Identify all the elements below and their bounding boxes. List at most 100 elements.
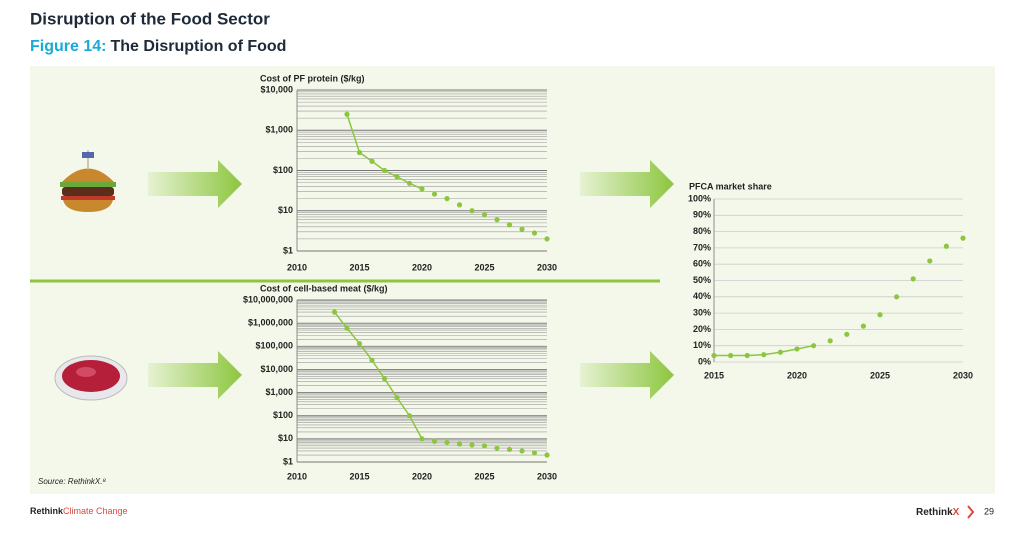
data-point <box>369 158 375 164</box>
source-note: Source: RethinkX.⁸ <box>38 477 106 486</box>
data-point <box>456 202 463 208</box>
y-tick-label: $100 <box>273 410 293 420</box>
data-point <box>927 258 933 264</box>
footer-logo: RethinkX <box>916 507 960 518</box>
chart-title: Cost of cell-based meat ($/kg) <box>260 283 388 293</box>
chevron <box>967 505 975 519</box>
data-point <box>431 191 438 197</box>
y-tick-label: 80% <box>693 226 711 236</box>
figure-title: The Disruption of Food <box>110 38 286 55</box>
data-point <box>894 294 900 300</box>
y-tick-label: 10% <box>693 340 711 350</box>
data-point <box>356 149 363 156</box>
data-point <box>761 352 767 358</box>
data-point <box>531 450 538 456</box>
logo-b: X <box>953 507 960 518</box>
y-tick-label: $1,000 <box>265 387 293 397</box>
x-tick-label: 2020 <box>787 370 807 380</box>
data-point <box>519 226 525 232</box>
y-tick-label: $100,000 <box>255 341 293 351</box>
data-point <box>494 217 500 223</box>
data-point <box>431 438 438 444</box>
data-point <box>356 341 363 347</box>
y-tick-label: $1,000,000 <box>248 318 293 328</box>
data-point <box>910 276 916 282</box>
arrow <box>580 351 674 399</box>
x-tick-label: 2025 <box>870 370 890 380</box>
slide-title: Disruption of the Food Sector <box>30 9 270 28</box>
chart-title: PFCA market share <box>689 181 772 191</box>
x-tick-label: 2020 <box>412 262 432 272</box>
data-point <box>811 343 817 349</box>
y-tick-label: $1 <box>283 245 293 255</box>
data-point <box>381 167 388 174</box>
data-point <box>860 323 867 329</box>
x-tick-label: 2025 <box>474 262 494 272</box>
data-point <box>494 445 500 451</box>
data-point <box>394 395 400 401</box>
x-tick-label: 2010 <box>287 262 307 272</box>
data-point <box>406 413 413 419</box>
y-tick-label: 40% <box>693 291 711 301</box>
x-tick-label: 2015 <box>349 262 369 272</box>
brand: Rethink <box>30 506 64 516</box>
x-tick-label: 2030 <box>537 471 557 481</box>
y-tick-label: $10,000,000 <box>243 294 293 304</box>
y-tick-label: 30% <box>693 307 711 317</box>
data-point <box>544 452 550 458</box>
data-point <box>444 439 450 446</box>
data-point <box>481 443 488 449</box>
x-tick-label: 2025 <box>474 471 494 481</box>
y-tick-label: $10 <box>278 205 293 215</box>
data-point <box>960 235 966 241</box>
data-point <box>506 446 513 453</box>
data-point <box>394 174 400 180</box>
data-point <box>827 338 833 344</box>
y-tick-label: $10,000 <box>260 84 293 94</box>
data-point <box>456 441 463 447</box>
y-tick-label: 70% <box>693 242 711 252</box>
x-tick-label: 2015 <box>704 370 724 380</box>
data-point <box>506 222 513 228</box>
data-point <box>419 186 425 192</box>
chart-title: Cost of PF protein ($/kg) <box>260 73 365 83</box>
y-tick-label: 90% <box>693 210 711 220</box>
y-tick-label: $10 <box>278 433 293 443</box>
data-point <box>531 230 538 236</box>
y-tick-label: 50% <box>693 275 711 285</box>
y-tick-label: 60% <box>693 259 711 269</box>
y-tick-label: $100 <box>273 165 293 175</box>
meat-icon <box>54 355 128 401</box>
data-point <box>711 352 717 359</box>
x-tick-label: 2020 <box>412 471 432 481</box>
data-point <box>844 331 850 337</box>
burger-icon <box>60 150 116 212</box>
data-point <box>469 208 475 214</box>
data-point <box>344 111 350 117</box>
data-point <box>794 346 800 352</box>
x-tick-label: 2030 <box>953 370 973 380</box>
data-point <box>344 325 350 331</box>
data-point <box>469 442 475 448</box>
data-point <box>419 436 425 442</box>
data-point <box>943 243 950 249</box>
data-point <box>744 352 750 359</box>
page-number: 29 <box>984 506 994 516</box>
logo-a: Rethink <box>916 507 953 518</box>
arrow <box>148 160 242 208</box>
data-point <box>481 212 488 218</box>
y-tick-label: 20% <box>693 324 711 334</box>
y-tick-label: 0% <box>698 356 711 366</box>
arrow <box>580 160 674 208</box>
figure-caption: Figure 14: The Disruption of Food <box>30 38 286 55</box>
data-point <box>519 448 525 454</box>
y-tick-label: $1 <box>283 456 293 466</box>
data-point <box>544 236 550 242</box>
data-point <box>777 349 784 355</box>
y-tick-label: 100% <box>688 193 711 203</box>
data-point <box>381 376 388 382</box>
x-tick-label: 2010 <box>287 471 307 481</box>
footer-brand: RethinkClimate Change <box>30 506 128 516</box>
